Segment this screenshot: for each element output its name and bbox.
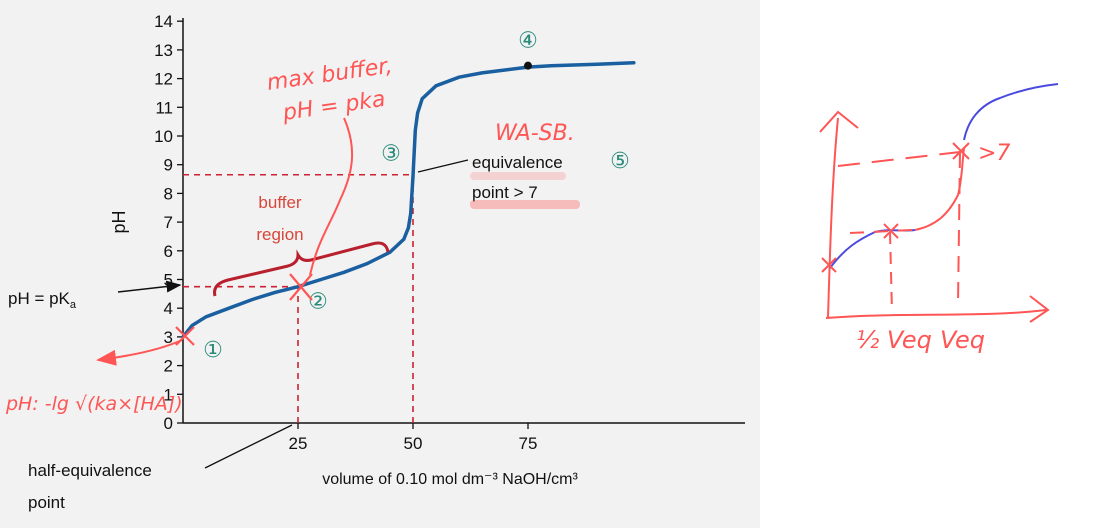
equivalence-highlight <box>470 200 580 209</box>
y-tick-label: 4 <box>164 299 173 318</box>
y-tick-label: 12 <box>154 70 173 89</box>
sketch-veq-label: Veq <box>940 326 985 354</box>
marker-1: ① <box>203 337 223 362</box>
x-axis-title: volume of 0.10 mol dm⁻³ NaOH/cm³ <box>322 471 578 488</box>
buffer-label-line2: region <box>256 225 303 244</box>
y-tick-label: 6 <box>164 242 173 261</box>
y-tick-label: 1 <box>164 385 173 404</box>
sketch-x-axis <box>825 309 1047 319</box>
y-tick-label: 8 <box>164 184 173 203</box>
reference-lines <box>183 173 414 423</box>
formula-arrow <box>96 339 183 366</box>
marker-2: ② <box>308 289 328 314</box>
point-4-dot <box>524 61 532 70</box>
pka-arrow <box>117 280 182 293</box>
y-tick-label: 2 <box>164 357 173 376</box>
handwriting-ph-formula: pH: -lg √(ka×[HA]) <box>5 393 183 415</box>
sketch-cross-start <box>821 257 837 273</box>
textbook-figure-panel <box>0 0 760 528</box>
equivalence-label-line1: equivalence <box>472 153 563 172</box>
sketch-y-arrow <box>819 110 859 133</box>
y-tick-label: 14 <box>154 12 173 31</box>
x-tick-label: 25 <box>289 434 308 453</box>
sketch-dash-low <box>849 229 913 234</box>
sketch-curve-lower <box>829 229 916 269</box>
y-tick-label: 3 <box>164 328 173 347</box>
handwriting-max-buffer-pointer <box>309 117 354 276</box>
y-axis-title: pH <box>109 210 129 233</box>
half-equivalence-label-line1: half-equivalence <box>28 461 152 480</box>
sketch-dash-half-veq <box>889 231 893 313</box>
sketch-curve-mid <box>914 147 965 231</box>
x-tick-label: 75 <box>519 434 538 453</box>
handwriting-wa-sb: WA-SB. <box>495 121 575 146</box>
sketch-gt7-label: >7 <box>978 141 1010 166</box>
y-tick-label: 5 <box>164 271 173 290</box>
sketch-x-arrow <box>1029 295 1050 323</box>
y-tick-label: 11 <box>155 98 173 117</box>
equivalence-label-line2: point > 7 <box>472 183 538 202</box>
y-tick-label: 10 <box>154 127 173 146</box>
titration-curve <box>181 61 636 339</box>
y-tick-label: 13 <box>154 41 173 60</box>
sketch-curve-upper <box>963 83 1059 141</box>
handwriting-ph-pka: pH = pka <box>280 87 387 126</box>
half-equivalence-pointer <box>204 424 293 469</box>
sketch-dash-veq <box>957 151 961 305</box>
sketch-cross-half <box>883 223 899 239</box>
marker-4: ④ <box>518 28 538 53</box>
sketch-y-axis <box>827 117 839 319</box>
buffer-label-line1: buffer <box>258 193 302 212</box>
y-tick-label: 0 <box>164 414 173 433</box>
cross-mark-2 <box>289 273 313 301</box>
sketch-dash-high <box>837 151 961 167</box>
x-ticks: 25 50 75 <box>289 423 538 453</box>
hand-sketch: >7 ½ Veq Veq <box>819 83 1059 354</box>
x-tick-label: 50 <box>404 434 423 453</box>
half-equivalence-label-line2: point <box>28 493 65 512</box>
y-tick-label: 7 <box>164 213 173 232</box>
marker-3: ③ <box>381 141 401 166</box>
equivalence-pointer <box>417 159 469 173</box>
buffer-brace <box>213 241 390 297</box>
marker-5: ⑤ <box>610 148 630 173</box>
pka-label: pH = pKa <box>8 289 77 311</box>
y-tick-label: 9 <box>164 156 173 175</box>
equivalence-highlight-top <box>470 172 566 180</box>
sketch-cross-eq <box>952 142 970 160</box>
sketch-half-veq-label: ½ Veq <box>856 326 932 354</box>
